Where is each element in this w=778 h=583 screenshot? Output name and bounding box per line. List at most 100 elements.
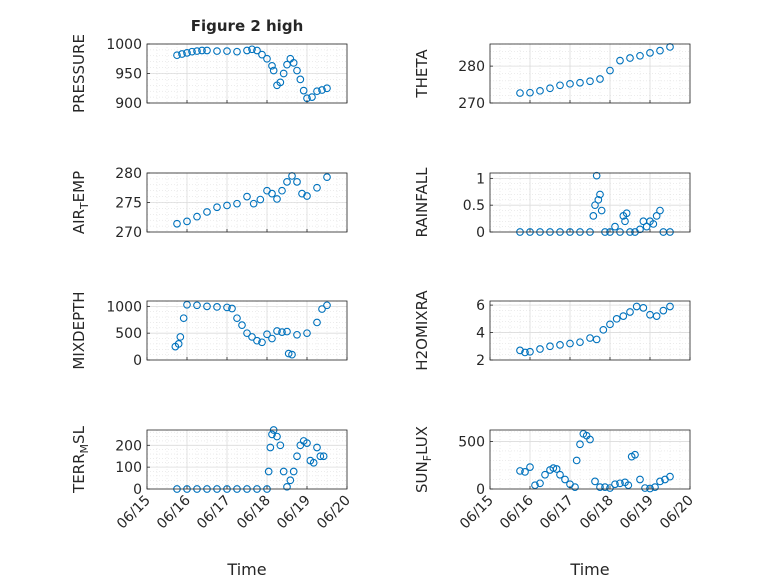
- chart-title: Figure 2 high: [191, 17, 304, 35]
- data-point: [309, 458, 318, 467]
- data-point: [656, 46, 664, 55]
- y-tick-label: 280: [458, 59, 485, 75]
- data-point: [552, 465, 561, 473]
- data-point: [273, 195, 281, 203]
- data-point: [243, 329, 251, 338]
- data-point: [264, 467, 273, 476]
- x-axis-label: Time: [569, 560, 609, 579]
- data-point: [263, 54, 271, 63]
- data-point: [296, 75, 305, 84]
- data-point: [521, 468, 529, 476]
- data-point: [612, 314, 621, 323]
- data-point: [258, 50, 266, 59]
- data-point: [666, 302, 674, 311]
- data-point: [572, 456, 581, 465]
- data-point: [203, 46, 211, 55]
- data-point: [592, 335, 601, 344]
- data-point: [626, 54, 634, 62]
- y-tick-label: 2: [476, 353, 485, 369]
- data-point: [213, 303, 221, 311]
- data-point: [253, 46, 261, 55]
- data-point: [659, 306, 668, 315]
- y-tick-label: 1000: [106, 37, 142, 53]
- y-axis-label: MIXDEPTH: [70, 291, 88, 369]
- data-point: [303, 439, 311, 447]
- x-tick-label: 06/20: [657, 493, 697, 533]
- data-point: [299, 86, 308, 95]
- series-points: [171, 300, 331, 359]
- x-tick-label: 06/15: [114, 493, 154, 533]
- data-point: [223, 201, 231, 210]
- data-point: [179, 314, 188, 323]
- y-axis-label: THETA: [413, 49, 431, 99]
- data-point: [516, 89, 524, 97]
- subplot-6: 2 4 6 H2OMIXRA: [413, 290, 691, 371]
- data-point: [289, 467, 298, 476]
- series-points: [516, 43, 674, 97]
- data-point: [606, 320, 614, 329]
- data-point: [611, 480, 619, 489]
- y-tick-label: 500: [115, 326, 142, 342]
- data-point: [592, 171, 601, 180]
- data-point: [198, 46, 206, 55]
- data-point: [546, 84, 554, 93]
- data-point: [276, 441, 285, 450]
- x-tick-label: 06/17: [537, 493, 577, 533]
- y-axis-label: H2OMIXRA: [413, 290, 431, 371]
- y-tick-label: 950: [115, 67, 142, 83]
- data-point: [596, 483, 604, 491]
- x-tick-label: 06/18: [234, 493, 274, 533]
- subplot-5: 0 500 1000 MIXDEPTH: [70, 291, 348, 370]
- data-point: [243, 192, 251, 201]
- axes-box: [489, 300, 691, 361]
- y-tick-label: 0.5: [463, 198, 485, 214]
- data-point: [276, 78, 285, 87]
- data-point: [176, 333, 185, 341]
- data-point: [268, 189, 276, 198]
- subplot-7: 0 100 200 TERRMSL 06/15 06/16 06/17 06/18 06/19 0…: [70, 425, 354, 579]
- y-tick-label: 6: [476, 298, 485, 314]
- data-point: [173, 51, 181, 60]
- y-tick-label: 4: [476, 326, 485, 342]
- data-point: [631, 450, 639, 459]
- data-point: [656, 477, 664, 486]
- data-point: [323, 301, 331, 310]
- data-point: [642, 222, 651, 231]
- y-tick-label: 200: [115, 438, 142, 454]
- axes-box: [489, 43, 691, 104]
- y-tick-label: 0: [133, 482, 142, 498]
- data-point: [249, 199, 258, 208]
- data-point: [646, 48, 654, 57]
- y-axis-label: PRESSURE: [70, 34, 88, 113]
- x-tick-label: 06/16: [497, 492, 537, 532]
- data-point: [268, 334, 276, 343]
- data-point: [596, 190, 604, 199]
- data-point: [283, 178, 291, 186]
- data-point: [516, 346, 524, 355]
- data-point: [566, 79, 574, 88]
- x-tick-label: 06/19: [274, 493, 314, 533]
- data-point: [273, 327, 281, 335]
- data-point: [546, 342, 554, 351]
- data-point: [622, 209, 631, 218]
- data-point: [193, 47, 201, 55]
- data-point: [619, 312, 628, 320]
- data-point: [278, 186, 286, 195]
- data-point: [596, 75, 604, 83]
- data-point: [293, 178, 301, 186]
- data-point: [248, 45, 256, 54]
- data-point: [213, 47, 221, 55]
- data-point: [576, 338, 584, 347]
- data-point: [636, 225, 644, 234]
- data-point: [666, 472, 674, 481]
- data-point: [283, 327, 291, 336]
- y-axis-label: SUNFLUX: [413, 426, 434, 493]
- data-point: [597, 206, 606, 215]
- data-point: [606, 66, 614, 75]
- data-point: [601, 483, 609, 491]
- y-axis-label: TERRMSL: [70, 425, 91, 494]
- data-point: [263, 330, 271, 339]
- data-point: [313, 87, 321, 96]
- x-tick-label: 06/15: [457, 493, 497, 533]
